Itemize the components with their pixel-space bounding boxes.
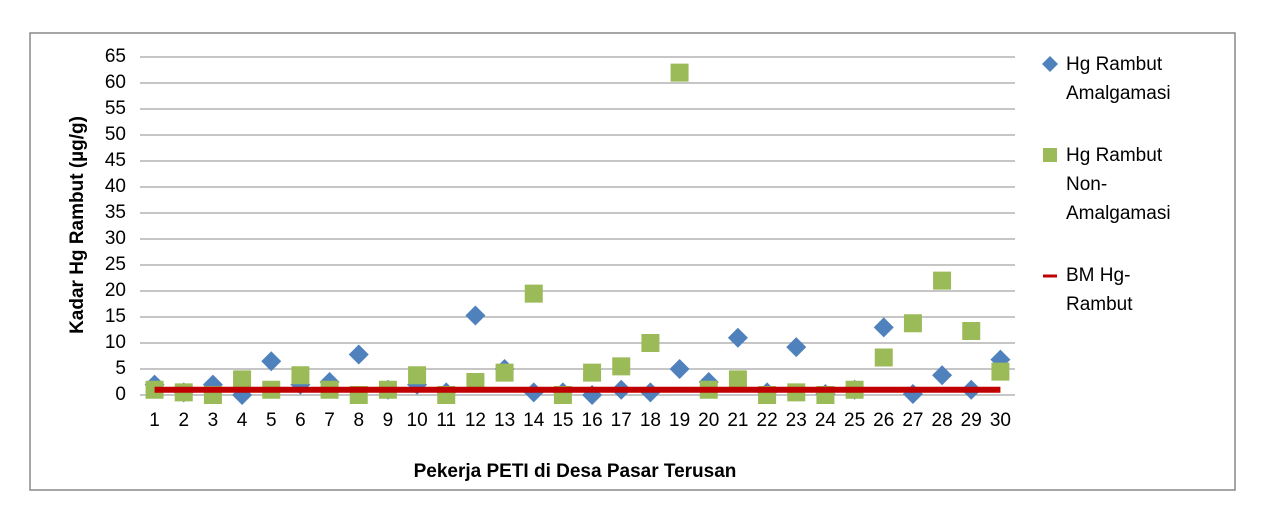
y-tick-label: 45: [105, 150, 126, 171]
y-tick-label: 35: [105, 202, 126, 223]
point: [261, 351, 282, 372]
x-tick-label: 3: [208, 410, 219, 431]
point: [903, 314, 922, 333]
x-tick-label: 4: [237, 410, 248, 431]
x-tick-label: 15: [552, 410, 573, 431]
x-tick-label: 13: [494, 410, 515, 431]
y-tick-label: 60: [105, 72, 126, 93]
y-tick-label: 65: [105, 46, 126, 67]
x-tick-label: 5: [266, 410, 277, 431]
point: [669, 359, 690, 379]
y-tick-label: 10: [105, 332, 126, 353]
x-tick-label: 10: [407, 410, 428, 431]
legend-marker: [1042, 56, 1058, 72]
point: [291, 366, 310, 385]
point: [583, 363, 602, 382]
legend-symbol: [1043, 148, 1057, 162]
point: [728, 370, 747, 389]
point: [465, 305, 486, 326]
x-tick-label: 18: [640, 410, 661, 431]
y-tick-label: 5: [115, 358, 126, 379]
x-tick-label: 20: [698, 410, 719, 431]
y-tick-label: 55: [105, 98, 126, 119]
x-tick-label: 24: [815, 410, 837, 431]
x-tick-label: 6: [295, 410, 306, 431]
point: [727, 327, 748, 348]
point: [873, 317, 894, 338]
point: [408, 366, 427, 385]
y-axis-label: Kadar Hg Rambut (µg/g): [67, 116, 88, 334]
x-tick-label: 7: [324, 410, 335, 431]
x-tick-label: 25: [844, 410, 865, 431]
x-tick-label: 17: [611, 410, 632, 431]
x-tick-label: 16: [582, 410, 603, 431]
x-tick-label: 1: [149, 410, 160, 431]
x-tick-label: 2: [178, 410, 189, 431]
x-axis-label: Pekerja PETI di Desa Pasar Terusan: [414, 461, 737, 482]
x-tick-label: 28: [932, 410, 953, 431]
legend-entry: BM Hg-Rambut: [1040, 261, 1178, 319]
x-tick-label: 29: [961, 410, 982, 431]
point: [233, 370, 252, 389]
x-tick-label: 14: [523, 410, 545, 431]
x-tick-label: 21: [727, 410, 748, 431]
legend-label: Hg Rambut Non-Amalgamasi: [1066, 145, 1171, 224]
y-tick-label: 0: [115, 384, 126, 405]
point: [495, 363, 514, 382]
x-tick-label: 26: [873, 410, 894, 431]
point: [641, 334, 660, 352]
point: [466, 373, 485, 391]
point: [348, 344, 369, 365]
legend-marker: [1043, 148, 1057, 162]
y-tick-label: 20: [105, 280, 126, 301]
legend-label: BM Hg-Rambut: [1066, 265, 1133, 315]
legend-entry: Hg Rambut Non-Amalgamasi: [1040, 141, 1178, 228]
x-tick-label: 12: [465, 410, 486, 431]
point: [524, 284, 543, 303]
y-tick-label: 40: [105, 176, 126, 197]
point: [991, 362, 1010, 381]
point: [874, 348, 893, 367]
legend-entry: Hg Rambut Amalgamasi: [1040, 50, 1178, 108]
x-tick-label: 11: [436, 410, 456, 431]
y-tick-label: 25: [105, 254, 126, 275]
x-tick-label: 19: [669, 410, 690, 431]
x-tick-label: 22: [757, 410, 778, 431]
legend-symbol: [1042, 56, 1058, 72]
point: [933, 271, 952, 290]
y-tick-label: 30: [105, 228, 126, 249]
point: [612, 357, 631, 376]
point: [962, 322, 981, 341]
x-tick-label: 30: [990, 410, 1011, 431]
y-tick-label: 15: [105, 306, 126, 327]
x-tick-label: 8: [353, 410, 364, 431]
point: [670, 63, 689, 82]
x-tick-label: 27: [902, 410, 923, 431]
point: [786, 337, 807, 358]
point: [932, 365, 953, 386]
x-tick-label: 23: [786, 410, 807, 431]
x-tick-label: 9: [383, 410, 394, 431]
legend-marker: [1043, 274, 1057, 278]
legend-label: Hg Rambut Amalgamasi: [1066, 54, 1171, 104]
y-tick-label: 50: [105, 124, 126, 145]
